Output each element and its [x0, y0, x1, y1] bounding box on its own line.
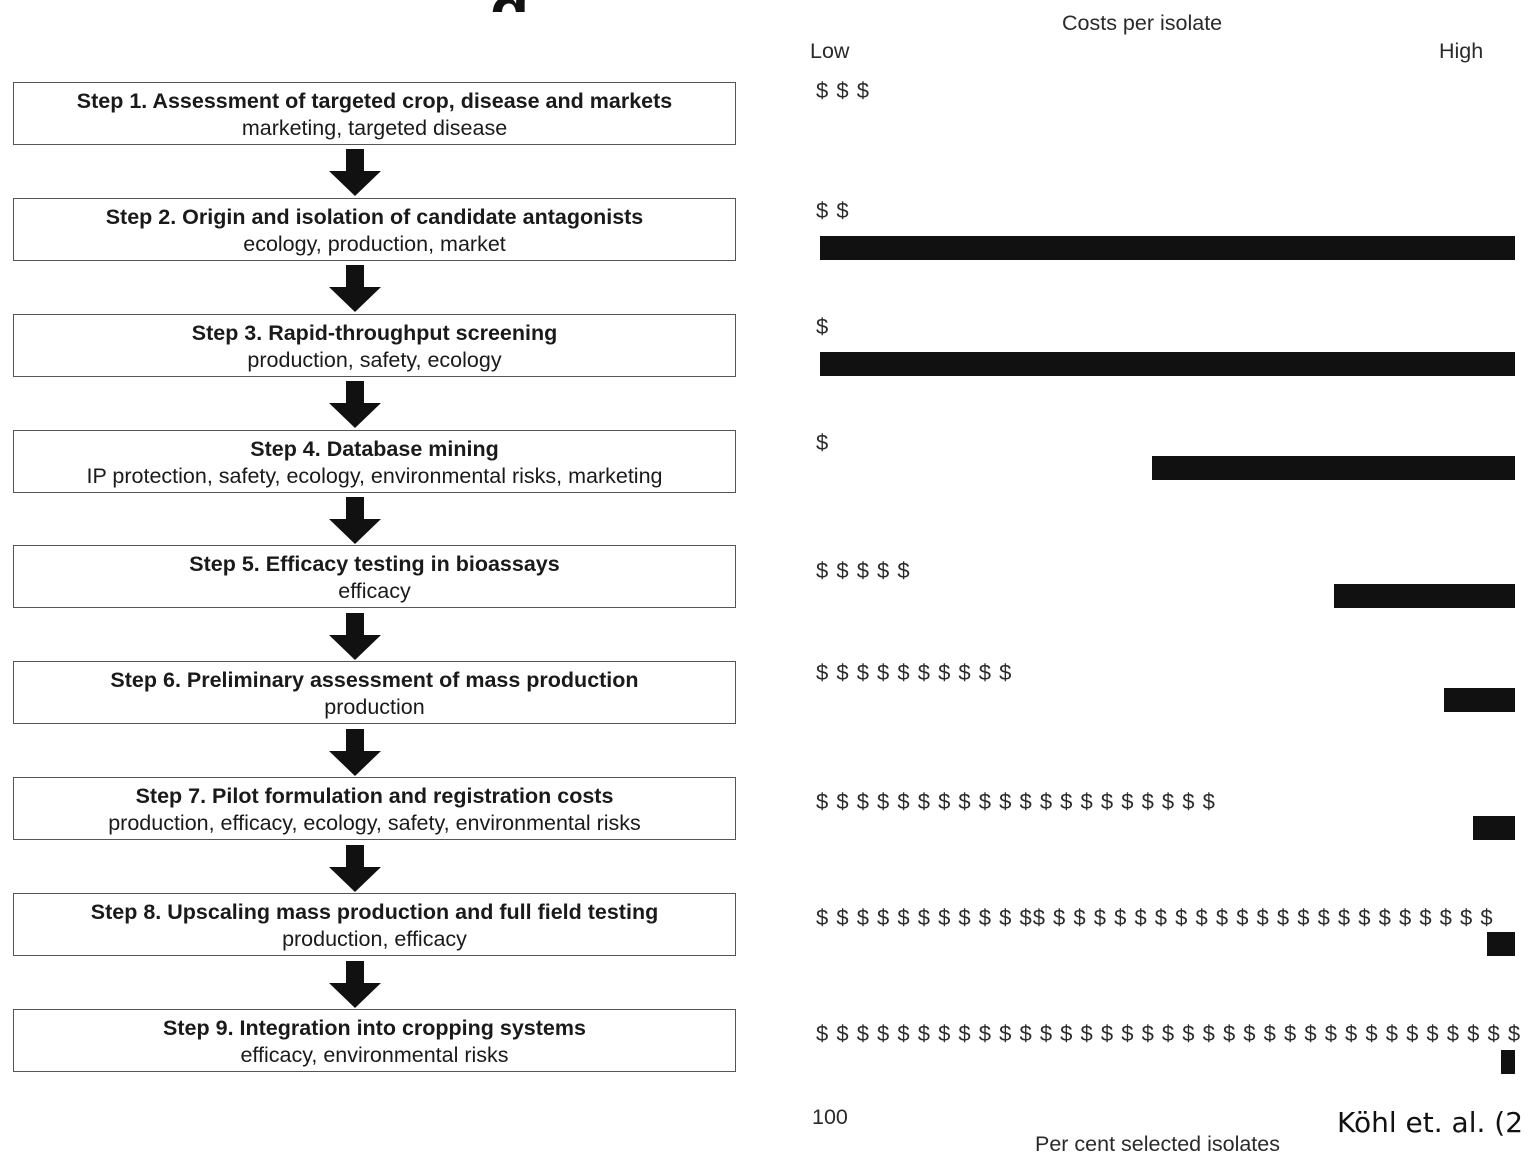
step-subtitle: production, safety, ecology: [247, 348, 502, 372]
step-subtitle: IP protection, safety, ecology, environm…: [86, 464, 663, 488]
cost-indicator: $ $ $ $ $ $ $ $ $ $ $ $ $ $ $ $ $ $ $ $: [816, 789, 1216, 814]
cost-indicator: $: [816, 314, 830, 339]
step-box-3: Step 3. Rapid-throughput screening produc…: [13, 314, 736, 377]
step-subtitle: production: [324, 695, 425, 719]
step-subtitle: efficacy: [338, 579, 411, 603]
selected-isolates-bar: [1501, 1050, 1515, 1074]
cost-indicator: $ $ $: [816, 78, 870, 103]
step-title: Step 8. Upscaling mass production and fu…: [90, 900, 659, 924]
step-box-8: Step 8. Upscaling mass production and fu…: [13, 893, 736, 956]
step-title: Step 6. Preliminary assessment of mass p…: [110, 668, 639, 692]
step-box-7: Step 7. Pilot formulation and registrati…: [13, 777, 736, 840]
step-title: Step 9. Integration into cropping system…: [163, 1016, 586, 1040]
slide-title-fragment: g: [490, 0, 560, 12]
cost-indicator: $ $ $ $ $ $ $ $ $ $: [816, 660, 1013, 685]
cost-indicator: $ $ $ $ $: [816, 558, 911, 583]
selected-isolates-bar: [1487, 932, 1515, 956]
selected-isolates-bar: [1152, 456, 1515, 480]
step-title: Step 7. Pilot formulation and registrati…: [135, 784, 614, 808]
selected-isolates-bar: [1444, 688, 1515, 712]
high-cost-label: High: [1439, 39, 1484, 63]
selected-isolates-bar: [1472, 816, 1515, 840]
down-arrow-icon: [329, 149, 381, 196]
step-box-9: Step 9. Integration into cropping system…: [13, 1009, 736, 1072]
costs-axis-label: Costs per isolate: [1062, 11, 1223, 35]
step-title: Step 1. Assessment of targeted crop, dis…: [76, 89, 673, 113]
step-subtitle: production, efficacy: [282, 927, 467, 951]
down-arrow-icon: [329, 845, 381, 892]
step-title: Step 4. Database mining: [250, 437, 499, 461]
step-subtitle: marketing, targeted disease: [241, 116, 508, 140]
low-cost-label: Low: [810, 39, 850, 63]
step-title: Step 3. Rapid-throughput screening: [191, 321, 558, 345]
cost-indicator: $: [816, 430, 830, 455]
step-box-4: Step 4. Database mining IP protection, sa…: [13, 430, 736, 493]
down-arrow-icon: [329, 265, 381, 312]
selected-isolates-bar: [1333, 584, 1515, 608]
cost-indicator: $ $: [816, 198, 850, 223]
step-box-6: Step 6. Preliminary assessment of mass p…: [13, 661, 736, 724]
step-subtitle: efficacy, environmental risks: [240, 1043, 509, 1067]
percent-axis-value: 100: [812, 1105, 848, 1129]
cost-indicator: $ $ $ $ $ $ $ $ $ $ $$ $ $ $ $ $ $ $ $ $…: [816, 905, 1494, 930]
step-title: Step 2. Origin and isolation of candidat…: [105, 205, 644, 229]
down-arrow-icon: [329, 613, 381, 660]
step-box-5: Step 5. Efficacy testing in bioassays eff…: [13, 545, 736, 608]
step-subtitle: production, efficacy, ecology, safety, e…: [108, 811, 641, 835]
down-arrow-icon: [329, 497, 381, 544]
down-arrow-icon: [329, 729, 381, 776]
selected-isolates-bar: [820, 236, 1515, 260]
cost-indicator: $ $ $ $ $ $ $ $ $ $ $ $ $ $ $ $ $ $ $ $ …: [816, 1021, 1522, 1046]
down-arrow-icon: [329, 961, 381, 1008]
step-subtitle: ecology, production, market: [243, 232, 506, 256]
selected-isolates-bar: [820, 352, 1515, 376]
step-title: Step 5. Efficacy testing in bioassays: [189, 552, 560, 576]
percent-axis-label: Per cent selected isolates: [1035, 1132, 1280, 1156]
down-arrow-icon: [329, 381, 381, 428]
step-box-2: Step 2. Origin and isolation of candidat…: [13, 198, 736, 261]
citation: Köhl et. al. (2: [1337, 1106, 1524, 1139]
step-box-1: Step 1. Assessment of targeted crop, dis…: [13, 82, 736, 145]
